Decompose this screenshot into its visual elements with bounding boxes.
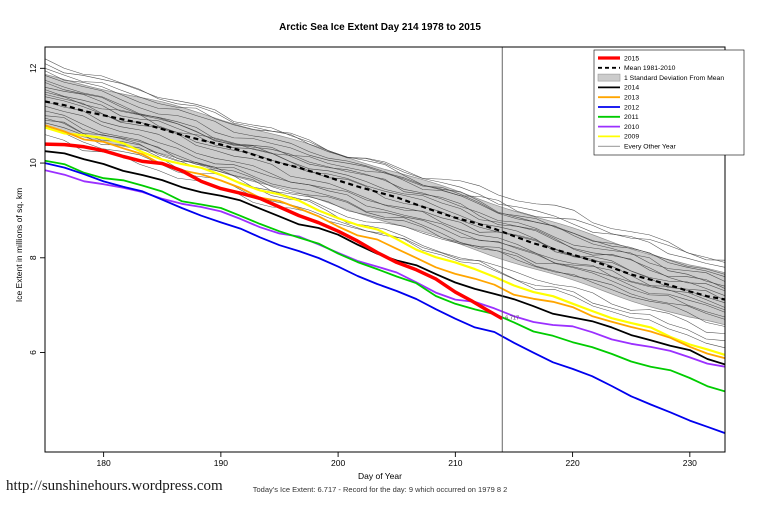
x-tick-label: 180: [97, 458, 111, 468]
other-year-line: [45, 96, 725, 296]
legend-label: 2010: [624, 124, 639, 131]
y-tick-label: 8: [28, 255, 38, 260]
plot-border: [44, 46, 726, 453]
other-year-line: [45, 75, 725, 275]
other-year-line: [45, 89, 725, 289]
stddev-band: [45, 74, 725, 325]
legend-label: 2011: [624, 114, 639, 121]
series-line-2015: [45, 142, 504, 321]
today-value-annotation: 6.717: [505, 316, 519, 322]
stddev-band-upper-edge: [45, 73, 725, 274]
chart-title: Arctic Sea Ice Extent Day 214 1978 to 20…: [279, 22, 481, 33]
other-year-line: [45, 134, 725, 349]
other-year-line: [45, 115, 725, 311]
x-tick-label: 230: [683, 458, 697, 468]
legend-label: Mean 1981-2010: [624, 65, 676, 72]
legend-swatch-band: [597, 73, 621, 82]
legend: 2015 Mean 1981-2010 1 Standard Deviation F…: [593, 49, 745, 156]
legend-label: 2015: [624, 55, 639, 62]
other-year-line: [45, 110, 725, 320]
other-year-line: [45, 120, 725, 327]
legend-label: 2012: [624, 104, 639, 111]
other-year-line: [45, 122, 725, 318]
footer-caption: Today's Ice Extent: 6.717 - Record for t…: [252, 485, 508, 494]
other-year-line: [45, 58, 725, 263]
x-tick-label: 220: [565, 458, 579, 468]
other-year-line: [45, 87, 725, 301]
other-year-line: [45, 82, 725, 282]
y-tick-label: 12: [28, 63, 38, 73]
legend-label: 2013: [624, 95, 639, 102]
other-year-line: [45, 68, 725, 268]
series-line-2009: [45, 126, 725, 356]
y-tick-label: 6: [28, 350, 38, 355]
y-axis-label: Ice Extent in millions of sq. km: [14, 187, 24, 303]
legend-label: Every Other Year: [624, 144, 676, 151]
legend-label: 1 Standard Deviation From Mean: [624, 75, 724, 82]
other-year-line: [45, 117, 725, 341]
other-year-line: [45, 79, 725, 292]
series-line-2011: [45, 159, 725, 393]
x-tick-label: 200: [331, 458, 345, 468]
legend-label: 2014: [624, 85, 639, 92]
other-year-line: [45, 63, 725, 277]
x-tick-label: 210: [448, 458, 462, 468]
x-tick-label: 190: [214, 458, 228, 468]
other-year-line: [45, 105, 725, 304]
legend-label: 2009: [624, 134, 639, 141]
x-axis-label: Day of Year: [358, 471, 402, 481]
other-year-line: [45, 70, 725, 287]
other-year-line: [45, 94, 725, 308]
y-tick-label: 10: [28, 158, 38, 168]
other-year-line: [45, 91, 725, 261]
plot-area: [45, 58, 725, 434]
series-line-2012: [45, 162, 725, 434]
footer-url-link[interactable]: http://sunshinehours.wordpress.com: [6, 478, 223, 494]
